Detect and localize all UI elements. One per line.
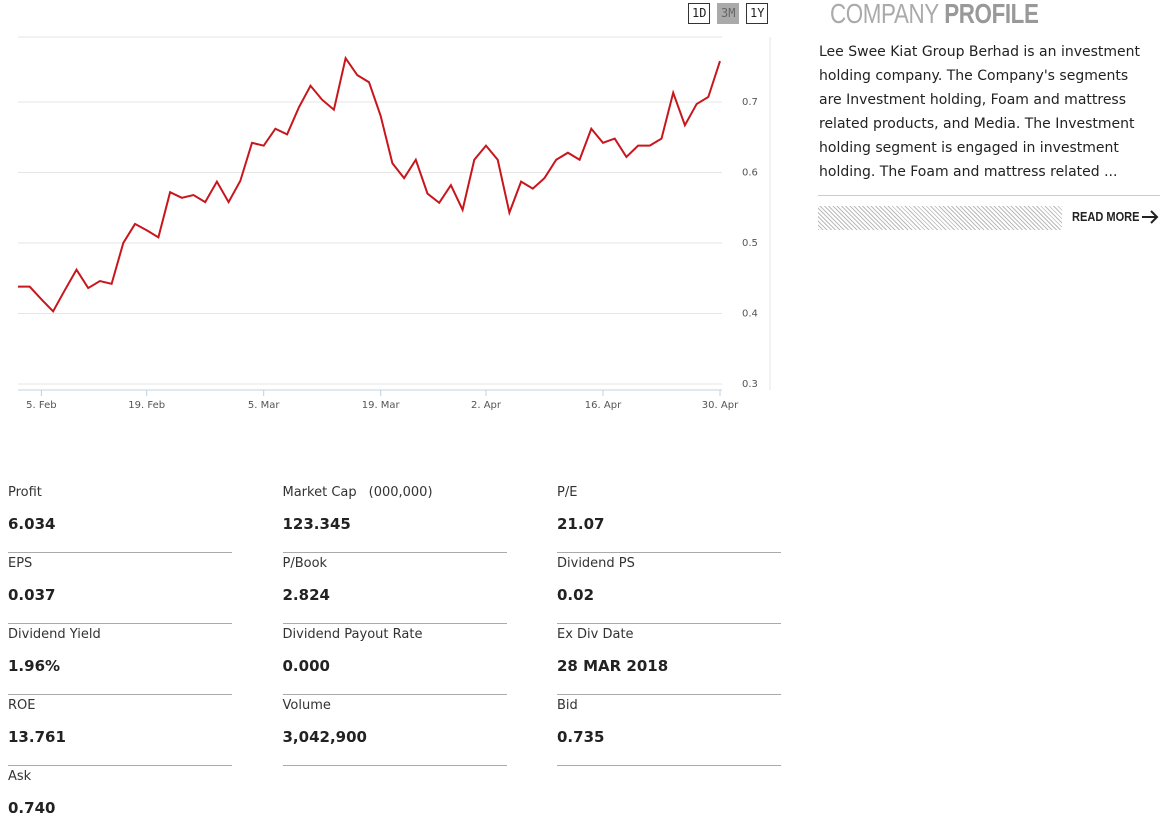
stat-label: Dividend PS: [557, 556, 635, 571]
profile-title: COMPANY PROFILE: [830, 0, 1039, 30]
stat-value: 13.761: [8, 728, 66, 746]
stat-label: P/Book: [282, 556, 328, 571]
stat-value: 0.02: [557, 586, 595, 604]
stat-value: 6.034: [8, 515, 56, 533]
stat-label: Dividend Payout Rate: [282, 627, 423, 642]
y-tick-label: 0.7: [742, 97, 758, 108]
title-light: COMPANY: [830, 0, 939, 29]
price-line: [18, 55, 721, 313]
stat-label: P/E: [557, 485, 578, 500]
y-tick-label: 0.5: [742, 238, 758, 249]
profile-text: Lee Swee Kiat Group Berhad is an investm…: [819, 44, 1141, 180]
stat-label: Market Cap (000,000): [282, 485, 433, 500]
stat-cell: Dividend Yield 1.96%: [8, 623, 232, 695]
arrow-icon[interactable]: [1140, 207, 1160, 227]
stat-unit: (000,000): [368, 485, 433, 500]
stat-label: Volume: [282, 698, 331, 713]
stat-label: Profit: [8, 485, 42, 500]
stat-cell: EPS 0.037: [8, 552, 232, 624]
stat-label: Ask: [8, 769, 32, 784]
stat-value: 0.740: [8, 799, 56, 817]
range-button[interactable]: 1Y: [746, 3, 769, 24]
stat-cell: Profit 6.034: [8, 481, 232, 553]
stat-label: EPS: [8, 556, 33, 571]
x-tick-label: 5. Feb: [26, 400, 56, 411]
stat-value: 123.345: [282, 515, 351, 533]
x-tick-label: 16. Apr: [585, 400, 622, 411]
stat-cell: Dividend Payout Rate 0.000: [282, 623, 507, 695]
stat-cell: P/Book 2.824: [282, 552, 507, 624]
read-more[interactable]: READ MORE: [1072, 209, 1140, 224]
range-button[interactable]: 1D: [688, 3, 711, 24]
x-tick-label: 19. Mar: [362, 400, 401, 411]
price-chart: 0.3 0.4 0.5 0.6 0.7 5. Feb 19. Feb 5. Mar 19. Ma…: [18, 36, 771, 411]
x-tick-label: 5. Mar: [248, 400, 280, 411]
stat-cell: P/E 21.07: [557, 481, 781, 553]
stat-cell: Volume 3,042,900: [282, 694, 507, 766]
stat-cell: ROE 13.761: [8, 694, 232, 766]
stat-value: 21.07: [557, 515, 605, 533]
x-tick-label: 19. Feb: [128, 400, 165, 411]
x-tick-label: 30. Apr: [702, 400, 739, 411]
stat-cell: Ex Div Date 28 MAR 2018: [557, 623, 781, 695]
stat-value: 0.037: [8, 586, 56, 604]
stat-label: Ex Div Date: [557, 627, 634, 642]
stat-cell: Dividend PS 0.02: [557, 552, 781, 624]
y-tick-label: 0.4: [742, 308, 758, 319]
stat-cell: Ask 0.740: [8, 765, 232, 836]
title-bold: PROFILE: [944, 0, 1039, 29]
stat-value: 1.96%: [8, 657, 61, 675]
stat-cell: Market Cap (000,000) 123.345: [282, 481, 507, 553]
y-tick-label: 0.3: [742, 379, 758, 390]
y-tick-label: 0.6: [742, 167, 758, 178]
stat-label: ROE: [8, 698, 36, 713]
stat-value: 0.000: [282, 657, 330, 675]
hatch-bar: [818, 206, 1062, 230]
stat-label: Bid: [557, 698, 578, 713]
stat-value: 28 MAR 2018: [557, 657, 669, 675]
x-tick-label: 2. Apr: [471, 400, 502, 411]
range-button[interactable]: 3M: [717, 3, 740, 24]
stat-value: 3,042,900: [282, 728, 367, 746]
stat-label: Dividend Yield: [8, 627, 101, 642]
stat-cell: Bid 0.735: [557, 694, 781, 766]
stat-value: 2.824: [282, 586, 330, 604]
divider: [818, 195, 1160, 196]
stat-value: 0.735: [557, 728, 605, 746]
